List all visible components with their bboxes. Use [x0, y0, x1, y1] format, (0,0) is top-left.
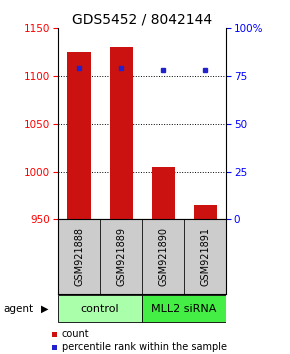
- Bar: [142, 295, 226, 322]
- Text: count: count: [62, 329, 89, 339]
- Bar: [184, 219, 226, 294]
- Text: GDS5452 / 8042144: GDS5452 / 8042144: [72, 12, 212, 27]
- Bar: [142, 219, 184, 294]
- Bar: [100, 219, 142, 294]
- Text: agent: agent: [3, 304, 33, 314]
- Bar: [194, 205, 217, 219]
- Bar: [58, 219, 100, 294]
- Bar: [110, 47, 133, 219]
- Text: control: control: [81, 304, 119, 314]
- Bar: [58, 295, 142, 322]
- Text: percentile rank within the sample: percentile rank within the sample: [62, 342, 227, 352]
- Text: MLL2 siRNA: MLL2 siRNA: [151, 304, 217, 314]
- Text: GSM921891: GSM921891: [200, 227, 210, 286]
- Bar: [68, 52, 90, 219]
- Text: GSM921889: GSM921889: [116, 227, 126, 286]
- Text: ▶: ▶: [41, 304, 49, 314]
- Bar: [152, 167, 175, 219]
- Text: GSM921890: GSM921890: [158, 227, 168, 286]
- Text: GSM921888: GSM921888: [74, 227, 84, 286]
